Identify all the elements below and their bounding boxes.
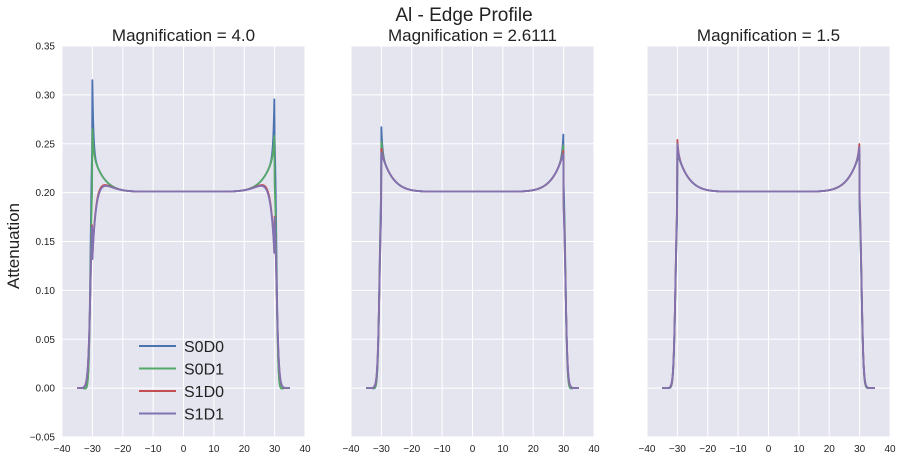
y-tick-label: 0.10 [36,286,56,297]
panel-title: Magnification = 1.5 [697,26,840,45]
legend-label: S1D0 [184,384,224,401]
x-tick-label: 10 [208,444,220,455]
y-tick-label: −0.05 [30,433,56,444]
x-tick-label: −20 [114,444,131,455]
panel-1: −40 −30 −20 −10 0 10 20 30 40 −0.05 0.00 0.05 0.10 0.… [30,26,311,455]
x-tick-label: −30 [669,444,686,455]
legend: S0D0 S0D1 S1D0 S1D1 [139,339,224,424]
x-tick-label: 30 [854,444,866,455]
x-tick-label: 40 [299,444,311,455]
x-tick-label: 0 [766,444,772,455]
panel-title: Magnification = 4.0 [112,26,255,45]
x-tick-label: −20 [699,444,716,455]
x-tick-label: 20 [239,444,251,455]
x-tick-label: −10 [145,444,162,455]
series-line-s1d1 [365,151,580,390]
y-tick-label: 0.00 [36,384,56,395]
y-tick-label: 0.15 [36,237,56,248]
y-tick-label: 0.35 [36,42,56,53]
panel-title: Magnification = 2.6111 [388,26,557,45]
x-tick-label: −40 [639,444,656,455]
series-line-s1d1 [76,185,291,390]
x-tick-label: −10 [730,444,747,455]
x-tick-label: −30 [373,444,390,455]
y-tick-label: 0.30 [36,90,56,101]
x-tick-label: −10 [434,444,451,455]
x-tick-label: 10 [793,444,805,455]
x-tick-label: 20 [528,444,540,455]
x-tick-label: −30 [84,444,101,455]
y-tick-label: 0.20 [36,188,56,199]
legend-label: S0D0 [184,339,224,356]
panel-3: −40 −30 −20 −10 0 10 20 30 40 Magnification = 1.5 [639,26,896,455]
y-axis-label: Attenuation [4,203,23,289]
x-tick-label: 0 [181,444,187,455]
figure-title: Al - Edge Profile [395,5,532,26]
x-tick-label: −40 [54,444,71,455]
x-tick-label: 20 [824,444,836,455]
x-tick-label: 40 [588,444,600,455]
x-tick-label: 10 [497,444,509,455]
x-tick-label: −40 [343,444,360,455]
panels: −40 −30 −20 −10 0 10 20 30 40 −0.05 0.00 0.05 0.10 0.… [30,26,896,455]
x-tick-label: −20 [403,444,420,455]
legend-label: S1D1 [184,407,224,424]
series-line-s1d1 [661,142,876,390]
x-tick-label: 30 [558,444,570,455]
y-tick-label: 0.05 [36,335,56,346]
panel-2: −40 −30 −20 −10 0 10 20 30 40 Magnification = 2.6… [343,26,600,455]
y-tick-label: 0.25 [36,139,56,150]
x-tick-label: 40 [884,444,896,455]
legend-label: S0D1 [184,362,224,379]
x-tick-label: 30 [269,444,281,455]
x-tick-label: 0 [470,444,476,455]
